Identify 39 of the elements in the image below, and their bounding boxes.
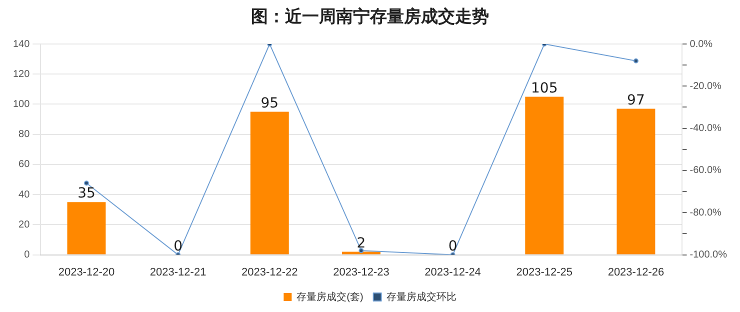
y-tick-label: 140 [12,38,30,50]
y2-tick-label: -80.0% [690,207,722,218]
data-label: 105 [531,80,558,96]
x-tick-label: 2023-12-21 [150,266,206,278]
x-tick-label: 2023-12-26 [608,266,664,278]
y-tick-label: 120 [12,68,30,80]
y-tick-label: 20 [18,219,30,230]
data-label: 0 [448,238,458,254]
point [358,248,364,254]
legend-label: 存量房成交环比 [386,290,456,303]
y2-tick-label: -20.0% [690,80,722,92]
bar [525,96,564,254]
y2-tick-label: -60.0% [690,165,722,176]
y-tick-label: 60 [18,159,30,170]
x-tick-label: 2023-12-20 [58,266,115,278]
x-tick-label: 2023-12-23 [333,266,390,278]
bar [250,112,289,254]
y2-tick-label: -40.0% [690,123,722,134]
x-tick-label: 2023-12-22 [241,266,298,278]
data-label: 95 [260,95,279,112]
y-tick-label: 80 [18,129,30,140]
bar [342,252,380,254]
y2-tick-label: -100.0% [690,250,728,261]
bar [67,202,106,254]
point [633,58,638,64]
data-label: 97 [627,92,645,108]
bar [616,108,656,254]
x-tick-label: 2023-12-25 [516,266,573,278]
y-tick-label: 0 [24,250,30,261]
chart-title: 图：近一周南宁存量房成交走势 [250,6,490,29]
data-label: 35 [78,186,96,202]
point [84,180,89,186]
y-tick-label: 40 [18,189,30,200]
y-tick-label: 100 [12,98,30,110]
data-label: 2 [356,235,366,252]
data-label: 0 [174,238,183,254]
y2-tick-label: 0.0% [690,38,713,50]
legend-label: 存量房成交(套) [296,290,364,303]
x-tick-label: 2023-12-24 [424,266,481,278]
